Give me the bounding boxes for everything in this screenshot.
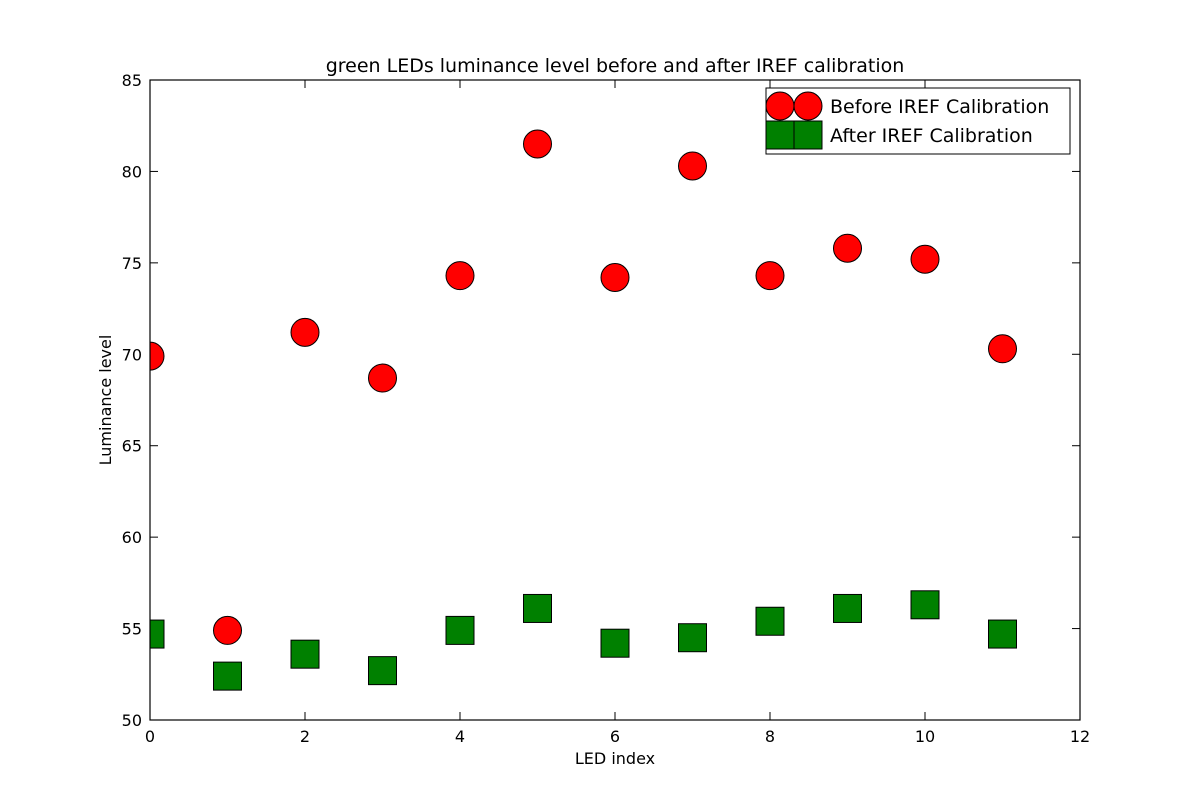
data-point-square bbox=[523, 593, 552, 623]
data-point-circle bbox=[150, 341, 165, 371]
data-point-circle bbox=[523, 129, 552, 159]
data-marks bbox=[150, 129, 1017, 691]
y-axis-label: Luminance level bbox=[96, 335, 115, 466]
x-tick-label: 10 bbox=[915, 727, 935, 746]
data-point-circle bbox=[755, 261, 785, 291]
series-before bbox=[150, 129, 1017, 645]
data-point-square bbox=[910, 590, 940, 620]
x-tick-label: 6 bbox=[610, 727, 620, 746]
y-tick-label: 55 bbox=[122, 620, 142, 639]
y-tick-label: 60 bbox=[122, 528, 142, 547]
data-point-circle bbox=[988, 334, 1017, 364]
plot-frame bbox=[149, 79, 1081, 721]
legend-entry: Before IREF Calibration bbox=[765, 91, 1049, 121]
data-point-square bbox=[290, 639, 320, 669]
data-point-square bbox=[755, 606, 785, 636]
legend-marker bbox=[765, 120, 795, 150]
legend-entry: After IREF Calibration bbox=[765, 120, 1033, 150]
data-point-circle bbox=[445, 261, 475, 291]
data-point-circle bbox=[678, 151, 707, 181]
y-tick-label: 65 bbox=[122, 437, 142, 456]
data-point-circle bbox=[290, 317, 320, 347]
legend-marker bbox=[793, 120, 823, 150]
plot-area bbox=[150, 80, 1080, 720]
data-point-square bbox=[213, 661, 242, 691]
x-tick-label: 0 bbox=[145, 727, 155, 746]
data-point-square bbox=[368, 656, 397, 686]
data-point-circle bbox=[368, 363, 397, 393]
legend: Before IREF Calibration After IREF Calibr… bbox=[765, 87, 1071, 155]
data-point-square bbox=[600, 628, 630, 658]
y-tick-label: 80 bbox=[122, 162, 142, 181]
data-point-circle bbox=[833, 233, 862, 263]
y-tick-label: 50 bbox=[122, 711, 142, 730]
data-point-circle bbox=[600, 262, 630, 292]
x-tick-label: 4 bbox=[455, 727, 465, 746]
x-tick-label: 2 bbox=[300, 727, 310, 746]
legend-label: Before IREF Calibration bbox=[830, 96, 1049, 118]
legend-label: After IREF Calibration bbox=[830, 125, 1033, 147]
data-point-circle bbox=[910, 244, 940, 274]
legend-marker bbox=[765, 91, 795, 121]
x-axis-label: LED index bbox=[575, 749, 655, 768]
data-point-square bbox=[150, 619, 165, 649]
data-point-square bbox=[678, 623, 707, 653]
data-point-circle bbox=[213, 615, 242, 645]
y-tick-label: 70 bbox=[122, 345, 142, 364]
chart-title: green LEDs luminance level before and af… bbox=[326, 55, 905, 77]
series-after bbox=[150, 590, 1017, 691]
y-tick-label: 75 bbox=[122, 254, 142, 273]
x-tick-label: 8 bbox=[765, 727, 775, 746]
data-point-square bbox=[833, 593, 862, 623]
data-point-square bbox=[445, 615, 475, 645]
legend-marker bbox=[793, 91, 823, 121]
y-tick-label: 85 bbox=[122, 71, 142, 90]
data-point-square bbox=[988, 619, 1017, 649]
x-tick-label: 12 bbox=[1070, 727, 1090, 746]
